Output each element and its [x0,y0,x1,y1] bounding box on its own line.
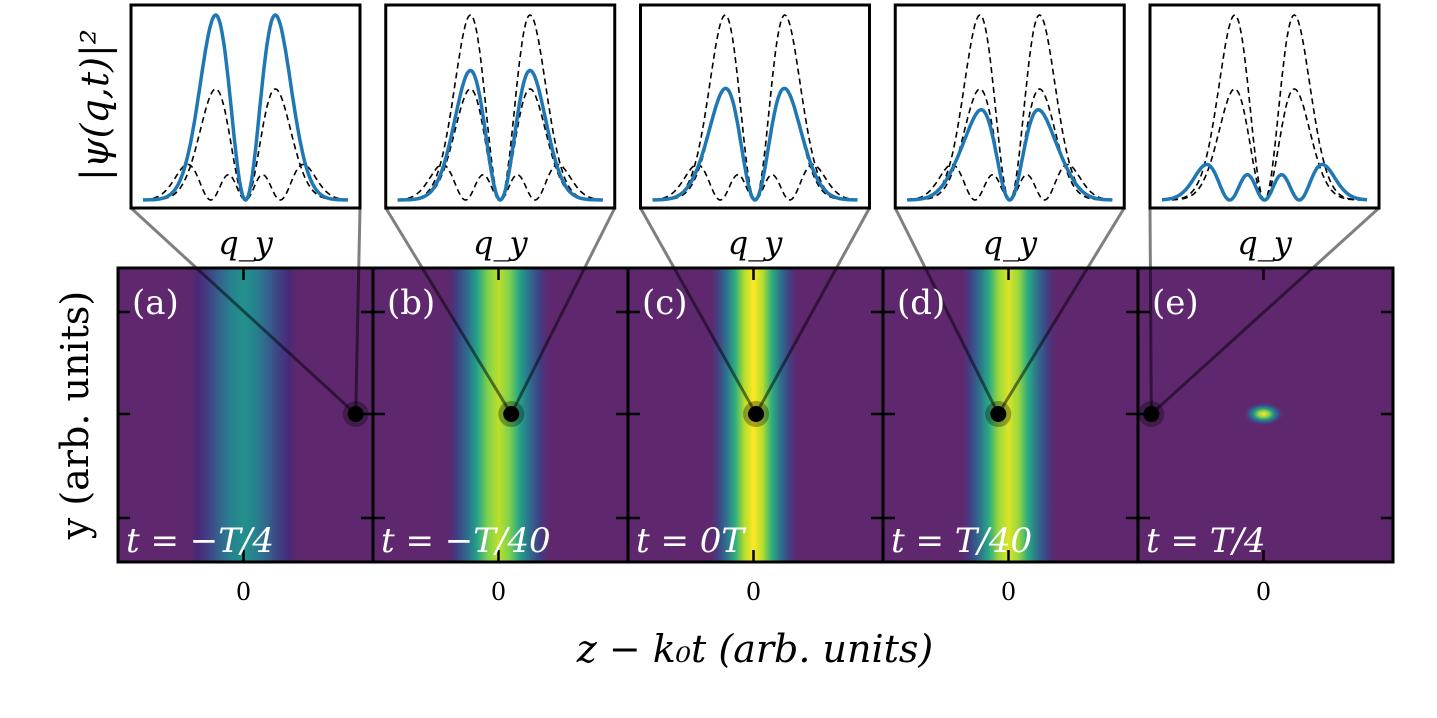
time-label: t = 0T [636,521,746,561]
time-label: t = T/4 [1146,521,1266,561]
inset-c: q_y [639,3,871,262]
reference-curve-dashed [652,163,858,201]
probe-point [1143,406,1160,422]
panel-e [1136,266,1395,564]
x-axis-label: z − k₀t (arb. units) [576,627,933,671]
probe-point [748,406,765,422]
panel-label: (e) [1152,283,1199,323]
inset-y-axis-label: |ψ(q,t)|² [73,29,117,181]
probability-curve [907,108,1113,202]
density-blob [445,268,552,562]
panel-label: (b) [387,283,435,323]
probability-curve [142,13,349,203]
connector-line [384,207,513,415]
inset-x-label: q_y [1237,224,1292,262]
inset-frame [1148,3,1381,210]
x-tick-label: 0 [1256,578,1271,606]
probability-curve [1161,162,1368,202]
connector-line [129,206,357,416]
inset-x-label: q_y [982,224,1037,262]
panel-label: (d) [897,283,945,323]
time-label: t = −T/40 [381,521,551,561]
density-blob [1243,402,1284,426]
time-label: t = −T/4 [126,521,274,561]
connector-line [1150,206,1381,416]
reference-curve-dashed [397,163,603,201]
connector-line [997,207,1126,415]
x-tick-label: 0 [1001,578,1016,606]
x-tick-label: 0 [746,578,761,606]
inset-e: q_y [1148,3,1381,262]
x-tick-label: 0 [236,578,251,606]
connector-line [893,207,1000,415]
connector-line [639,207,758,415]
reference-curve-dashed [142,163,349,201]
probe-point [503,406,520,422]
density-blob [186,268,301,562]
inset-a: q_y [129,3,362,262]
inset-d: q_y [893,3,1126,262]
y-axis-label: y (arb. units) [53,291,97,540]
inset-x-label: q_y [218,224,273,262]
inset-x-label: q_y [473,224,528,262]
inset-frame [129,3,362,210]
inset-frame [893,3,1126,210]
time-label: t = T/40 [891,521,1032,561]
connector-line [354,207,362,415]
reference-curve-dashed [907,163,1113,201]
connector-line [509,207,617,415]
panel-label: (c) [642,283,688,323]
x-tick-label: 0 [491,578,506,606]
inset-frame [384,3,617,210]
inset-frame [639,3,871,210]
connector-line [1148,207,1153,415]
inset-x-label: q_y [728,224,783,262]
panel-label: (a) [132,283,179,323]
panel-a [116,266,375,564]
probability-curve [397,68,603,202]
panel-d [881,266,1140,564]
density-blob [959,268,1058,562]
inset-b: q_y [384,3,617,262]
probe-point [347,406,364,422]
probe-point [990,406,1007,422]
connector-line [754,207,871,415]
probability-curve [652,86,858,202]
